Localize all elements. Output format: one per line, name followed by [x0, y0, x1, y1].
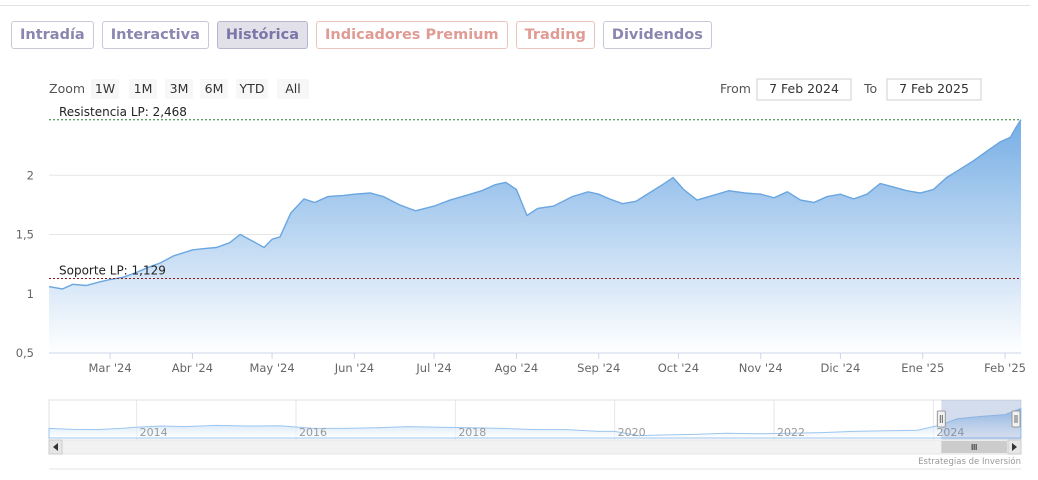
- tab-histórica[interactable]: Histórica: [216, 21, 309, 49]
- x-tick-label: Sep '24: [577, 361, 620, 375]
- zoom-3m-button[interactable]: [165, 79, 193, 99]
- view-tabs: Intradía Interactiva Histórica Indicadores …: [11, 21, 712, 49]
- x-tick-label: May '24: [249, 361, 294, 375]
- price-line: [48, 119, 1022, 290]
- top-divider: [0, 5, 1030, 6]
- zoom-button-label: 1M: [134, 81, 153, 96]
- navigator-tick-label: 2024: [936, 426, 964, 439]
- resistance-label: Resistencia LP: 2,468: [59, 105, 187, 119]
- zoom-1w-button[interactable]: [91, 79, 119, 99]
- navigator-tick-label: 2014: [140, 426, 168, 439]
- y-tick-label: 1: [27, 287, 34, 301]
- navigator-right-handle[interactable]: [1011, 410, 1021, 428]
- navigator-selection[interactable]: [941, 400, 1021, 440]
- x-tick-label: Jun '24: [334, 361, 374, 375]
- y-tick-label: 1,5: [16, 228, 34, 242]
- scroll-left-arrow-icon: [53, 443, 58, 451]
- navigator-ticks: 2014 2016 2018 2020 2022 2024: [140, 426, 965, 439]
- navigator-tick-label: 2016: [299, 426, 327, 439]
- support-resistance-lines: Resistencia LP: 2,468 Soporte LP: 1,129: [49, 105, 1021, 279]
- navigator-tick-label: 2020: [618, 426, 646, 439]
- handle-body: [936, 410, 946, 428]
- navigator-tick-label: 2018: [458, 426, 486, 439]
- scrollbar-track[interactable]: [48, 439, 1022, 455]
- x-tick-label: Ago '24: [495, 361, 539, 375]
- tab-indicadores-premium[interactable]: Indicadores Premium: [316, 21, 508, 49]
- zoom-6m-button[interactable]: [200, 79, 228, 99]
- zoom-button-label: 1W: [95, 81, 115, 96]
- x-tick-label: Feb '25: [984, 361, 1026, 375]
- tab-intradía[interactable]: Intradía: [11, 21, 94, 49]
- tab-trading[interactable]: Trading: [515, 21, 595, 49]
- to-date-input[interactable]: [886, 78, 982, 101]
- tab-dividendos[interactable]: Dividendos: [602, 21, 712, 49]
- zoom-ytd-button[interactable]: [236, 79, 268, 99]
- zoom-label: Zoom: [49, 81, 85, 96]
- zoom-button-label: 6M: [205, 81, 224, 96]
- zoom-all-button[interactable]: [277, 79, 309, 99]
- zoom-button-label: All: [285, 81, 301, 96]
- x-tick-label: Ene '25: [901, 361, 944, 375]
- x-tick-label: Oct '24: [658, 361, 699, 375]
- to-label: To: [863, 81, 877, 96]
- from-date-value: 7 Feb 2024: [769, 81, 839, 96]
- x-axis-ticks: Mar '24 Abr '24 May '24 Jun '24 Jul '24 Ago '…: [89, 353, 1026, 375]
- zoom-button-label: 3M: [170, 81, 189, 96]
- support-label: Soporte LP: 1,129: [59, 263, 166, 277]
- x-tick-label: Nov '24: [739, 361, 783, 375]
- y-axis-ticks: 0,5 1 1,5 2: [16, 168, 34, 360]
- credits[interactable]: Estrategias de Inversión: [918, 456, 1021, 467]
- navigator-series: [48, 407, 1022, 439]
- x-tick-label: Abr '24: [172, 361, 213, 375]
- navigator-left-handle[interactable]: [936, 410, 946, 428]
- from-label: From: [720, 81, 751, 96]
- zoom-button-label: YTD: [239, 81, 265, 96]
- navigator-tick-label: 2022: [777, 426, 805, 439]
- x-tick-label: Jul '24: [415, 361, 451, 375]
- handle-body: [1011, 410, 1021, 428]
- x-tick-label: Dic '24: [820, 361, 860, 375]
- tab-interactiva[interactable]: Interactiva: [101, 21, 209, 49]
- price-area: [49, 119, 1021, 353]
- x-tick-label: Mar '24: [89, 361, 132, 375]
- zoom-1m-button[interactable]: [129, 79, 157, 99]
- from-date-input[interactable]: [756, 78, 852, 101]
- zoom-buttons: 1W 1M 3M 6M YTD All: [91, 79, 309, 99]
- y-tick-label: 0,5: [16, 346, 34, 360]
- y-tick-label: 2: [27, 168, 34, 182]
- scroll-right-arrow-icon: [1012, 443, 1017, 451]
- to-date-value: 7 Feb 2025: [899, 81, 969, 96]
